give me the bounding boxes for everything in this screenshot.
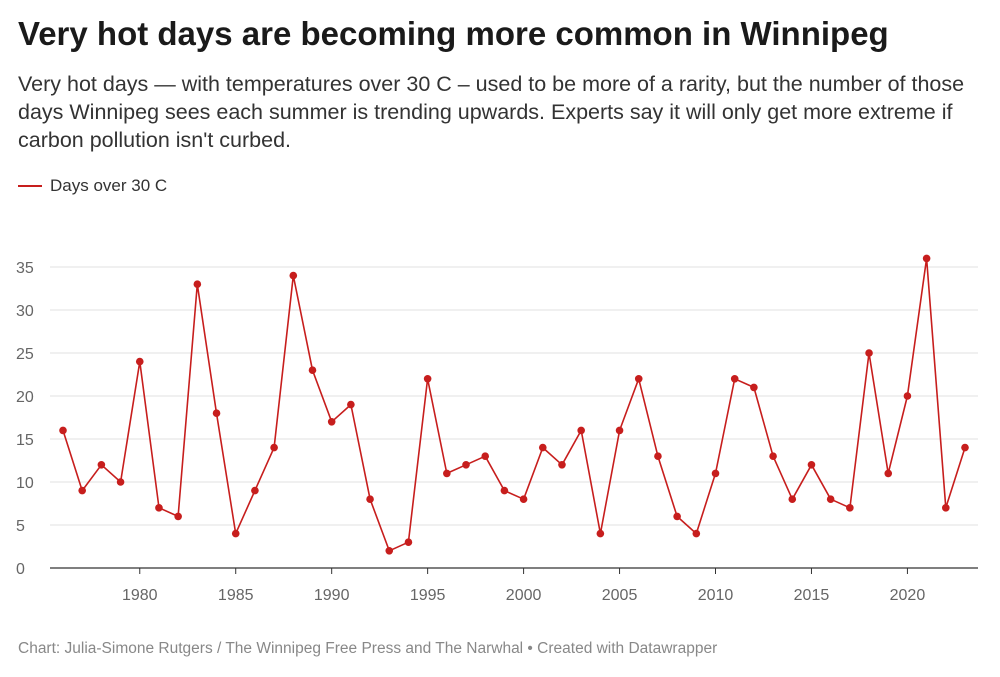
- data-point: [884, 469, 893, 478]
- y-tick-label: 5: [16, 518, 25, 535]
- x-tick-label: 2005: [602, 587, 638, 604]
- x-tick-label: 2020: [890, 587, 926, 604]
- data-point: [807, 461, 816, 469]
- x-tick-label: 2010: [698, 587, 734, 604]
- data-point: [135, 357, 144, 366]
- data-point: [78, 486, 86, 495]
- data-point: [711, 469, 720, 478]
- data-point: [769, 452, 777, 461]
- x-tick-label: 1980: [122, 587, 158, 604]
- data-point: [654, 452, 662, 461]
- data-point: [212, 409, 221, 418]
- data-point: [730, 375, 739, 383]
- data-point: [481, 452, 490, 461]
- data-point: [519, 495, 528, 504]
- legend-line-swatch: [18, 185, 42, 187]
- data-point: [366, 495, 374, 504]
- series-line: [62, 257, 966, 552]
- data-point: [865, 349, 873, 357]
- data-point: [308, 366, 317, 375]
- data-point: [634, 375, 643, 383]
- data-point: [423, 375, 432, 383]
- data-point: [97, 461, 106, 469]
- data-point: [327, 418, 336, 426]
- data-point: [270, 443, 278, 452]
- y-tick-label: 15: [16, 432, 34, 449]
- data-point: [922, 254, 931, 263]
- data-point: [347, 400, 355, 409]
- data-point: [231, 529, 240, 538]
- data-point: [385, 547, 394, 555]
- data-point: [251, 486, 259, 495]
- data-point: [538, 443, 547, 452]
- y-tick-label: 25: [16, 346, 34, 363]
- y-tick-label: 20: [16, 389, 34, 406]
- x-tick-label: 1990: [314, 587, 350, 604]
- legend: Days over 30 C: [18, 176, 167, 196]
- y-tick-label: 0: [16, 561, 25, 578]
- y-tick-label: 10: [16, 475, 34, 492]
- data-point: [116, 478, 125, 486]
- data-point: [596, 529, 605, 538]
- data-point: [615, 426, 624, 435]
- data-point: [826, 495, 835, 504]
- data-point: [443, 469, 451, 478]
- y-tick-label: 35: [16, 260, 34, 277]
- x-tick-label: 2000: [506, 587, 542, 604]
- data-point: [961, 443, 969, 452]
- data-point: [462, 461, 470, 469]
- x-tick-label: 1985: [218, 587, 254, 604]
- data-point: [577, 426, 585, 435]
- data-point: [155, 504, 163, 512]
- data-point: [750, 383, 758, 392]
- data-point: [193, 280, 202, 289]
- x-tick-label: 2015: [794, 587, 830, 604]
- data-point: [846, 504, 854, 512]
- data-point: [289, 271, 298, 280]
- data-point: [788, 495, 797, 504]
- chart-subtitle: Very hot days — with temperatures over 3…: [18, 72, 965, 152]
- data-point: [59, 426, 67, 435]
- data-point: [903, 392, 912, 400]
- data-point: [942, 504, 950, 512]
- chart-footer: Chart: Julia-Simone Rutgers / The Winnip…: [18, 640, 718, 657]
- data-point: [404, 538, 413, 546]
- chart-title: Very hot days are becoming more common i…: [18, 15, 889, 52]
- legend-label: Days over 30 C: [50, 176, 168, 195]
- x-tick-label: 1995: [410, 587, 446, 604]
- data-point: [500, 486, 509, 495]
- data-point: [692, 529, 701, 538]
- data-point: [174, 512, 182, 521]
- data-point: [558, 461, 566, 469]
- data-point: [673, 512, 681, 521]
- y-tick-label: 30: [16, 303, 34, 320]
